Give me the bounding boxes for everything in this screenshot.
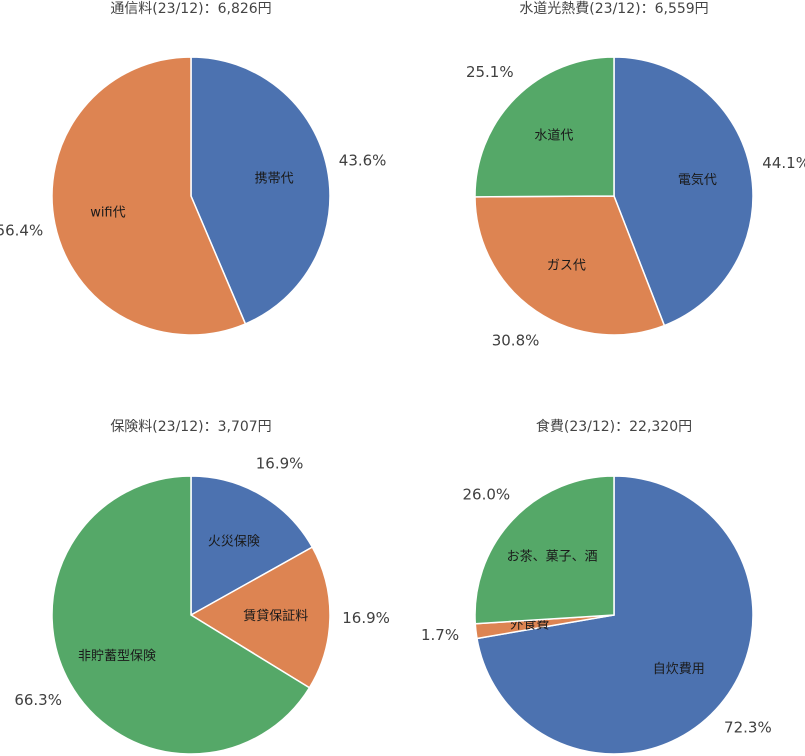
pie-slices: 電気代 44.1% ガス代 30.8% 水道代 25.1% xyxy=(466,56,805,349)
slice-percent-label: 43.6% xyxy=(339,152,387,170)
slice-percent-label: 16.9% xyxy=(256,454,304,472)
slice-percent-label: 44.1% xyxy=(762,154,805,172)
slice-percent-label: 25.1% xyxy=(466,63,514,81)
slice-category-label: 賃貸保証料 xyxy=(243,608,308,624)
pie-slices: 携帯代 43.6% wifi代 56.4% xyxy=(0,56,387,336)
slice-percent-label: 72.3% xyxy=(724,718,772,736)
slice-percent-label: 66.3% xyxy=(14,691,62,709)
slice-category-label: 火災保険 xyxy=(208,534,260,549)
chart-title: 食費(23/12)：22,320円 xyxy=(536,418,692,435)
slice-percent-label: 1.7% xyxy=(421,626,459,644)
chart-title: 水道光熱費(23/12)：6,559円 xyxy=(519,1,708,17)
pie-slice xyxy=(474,195,666,336)
slice-category-label: wifi代 xyxy=(90,205,125,220)
pie-slice xyxy=(613,56,754,327)
pie-slices: 火災保険 16.9% 賃貸保証料 16.9% 非貯蓄型保険 66.3% xyxy=(14,454,390,755)
slice-category-label: 電気代 xyxy=(678,172,717,188)
pie-slice xyxy=(474,56,615,198)
pie-slice xyxy=(51,475,311,755)
pie-slice xyxy=(474,475,615,625)
pie-slice xyxy=(190,475,314,617)
pie-chart-utilities: 水道光熱費(23/12)：6,559円 電気代 44.1% ガス代 30.8% 水道代 2… xyxy=(466,1,805,349)
chart-title: 保険料(23/12)：3,707円 xyxy=(110,419,271,435)
slice-percent-label: 30.8% xyxy=(492,331,540,349)
slice-percent-label: 16.9% xyxy=(342,609,390,627)
slice-category-label: お茶、菓子、酒 xyxy=(507,548,598,564)
slice-category-label: 携帯代 xyxy=(255,171,294,187)
pie-chart-food: 食費(23/12)：22,320円 自炊費用72.3%外食費1.7%お茶、菓子、… xyxy=(421,418,772,755)
slice-category-label: ガス代 xyxy=(547,259,586,274)
slice-percent-label: 56.4% xyxy=(0,221,43,239)
slice-category-label: 非貯蓄型保険 xyxy=(78,649,156,664)
slice-percent-label: 26.0% xyxy=(463,486,511,504)
pie-slice xyxy=(190,56,331,325)
pie-slice xyxy=(476,475,754,755)
pie-slice xyxy=(189,546,331,689)
pie-chart-insurance: 保険料(23/12)：3,707円 火災保険 16.9% 賃貸保証料 16.9% 非貯蓄… xyxy=(14,419,390,755)
slice-category-label: 水道代 xyxy=(534,129,573,144)
pie-chart-communication: 通信料(23/12)：6,826円 携帯代 43.6% wifi代 56.4% xyxy=(0,1,387,336)
pie-slice xyxy=(51,56,247,336)
slice-category-label: 自炊費用 xyxy=(653,662,705,677)
chart-title: 通信料(23/12)：6,826円 xyxy=(110,1,271,17)
